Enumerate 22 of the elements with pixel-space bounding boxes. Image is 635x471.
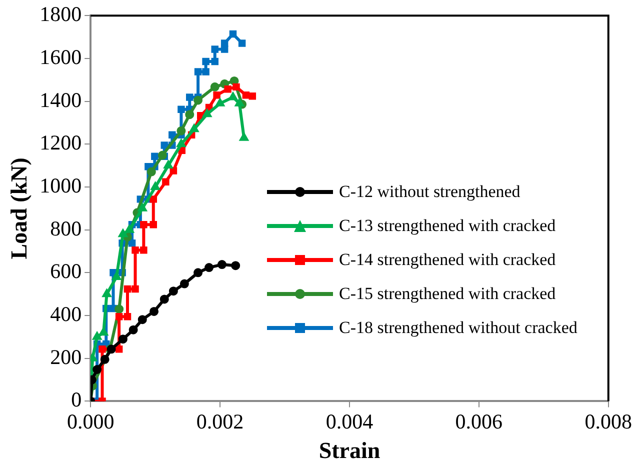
- legend-label: C-12 without strengthened: [339, 181, 520, 203]
- x-tick-label: 0.000: [66, 409, 114, 434]
- y-tick-label: 800: [50, 216, 82, 240]
- y-tick-label: 1400: [40, 88, 82, 112]
- y-tick-label: 1200: [40, 130, 82, 155]
- legend-label: C-15 strengthened with cracked: [339, 283, 556, 305]
- x-tick-label: 0.002: [196, 409, 244, 434]
- y-tick-label: 1000: [40, 173, 82, 198]
- y-tick-label: 400: [50, 302, 82, 326]
- x-tick-label: 0.006: [455, 409, 503, 434]
- x-tick-label: 0.004: [326, 409, 374, 434]
- y-tick-label: 0: [71, 388, 82, 412]
- y-tick-label: 600: [50, 259, 82, 284]
- y-tick-label: 1600: [40, 44, 82, 69]
- y-tick-label: 200: [50, 344, 82, 369]
- x-axis-title: Strain: [318, 438, 380, 464]
- legend-label: C-14 strengthened with cracked: [339, 249, 556, 271]
- legend-label: C-18 strengthened without cracked: [339, 317, 578, 339]
- legend-label: C-13 strengthened with cracked: [339, 215, 556, 237]
- x-tick-label: 0.008: [584, 409, 632, 434]
- y-tick-label: 1800: [40, 2, 82, 26]
- y-axis-title: Load (kN): [6, 158, 32, 260]
